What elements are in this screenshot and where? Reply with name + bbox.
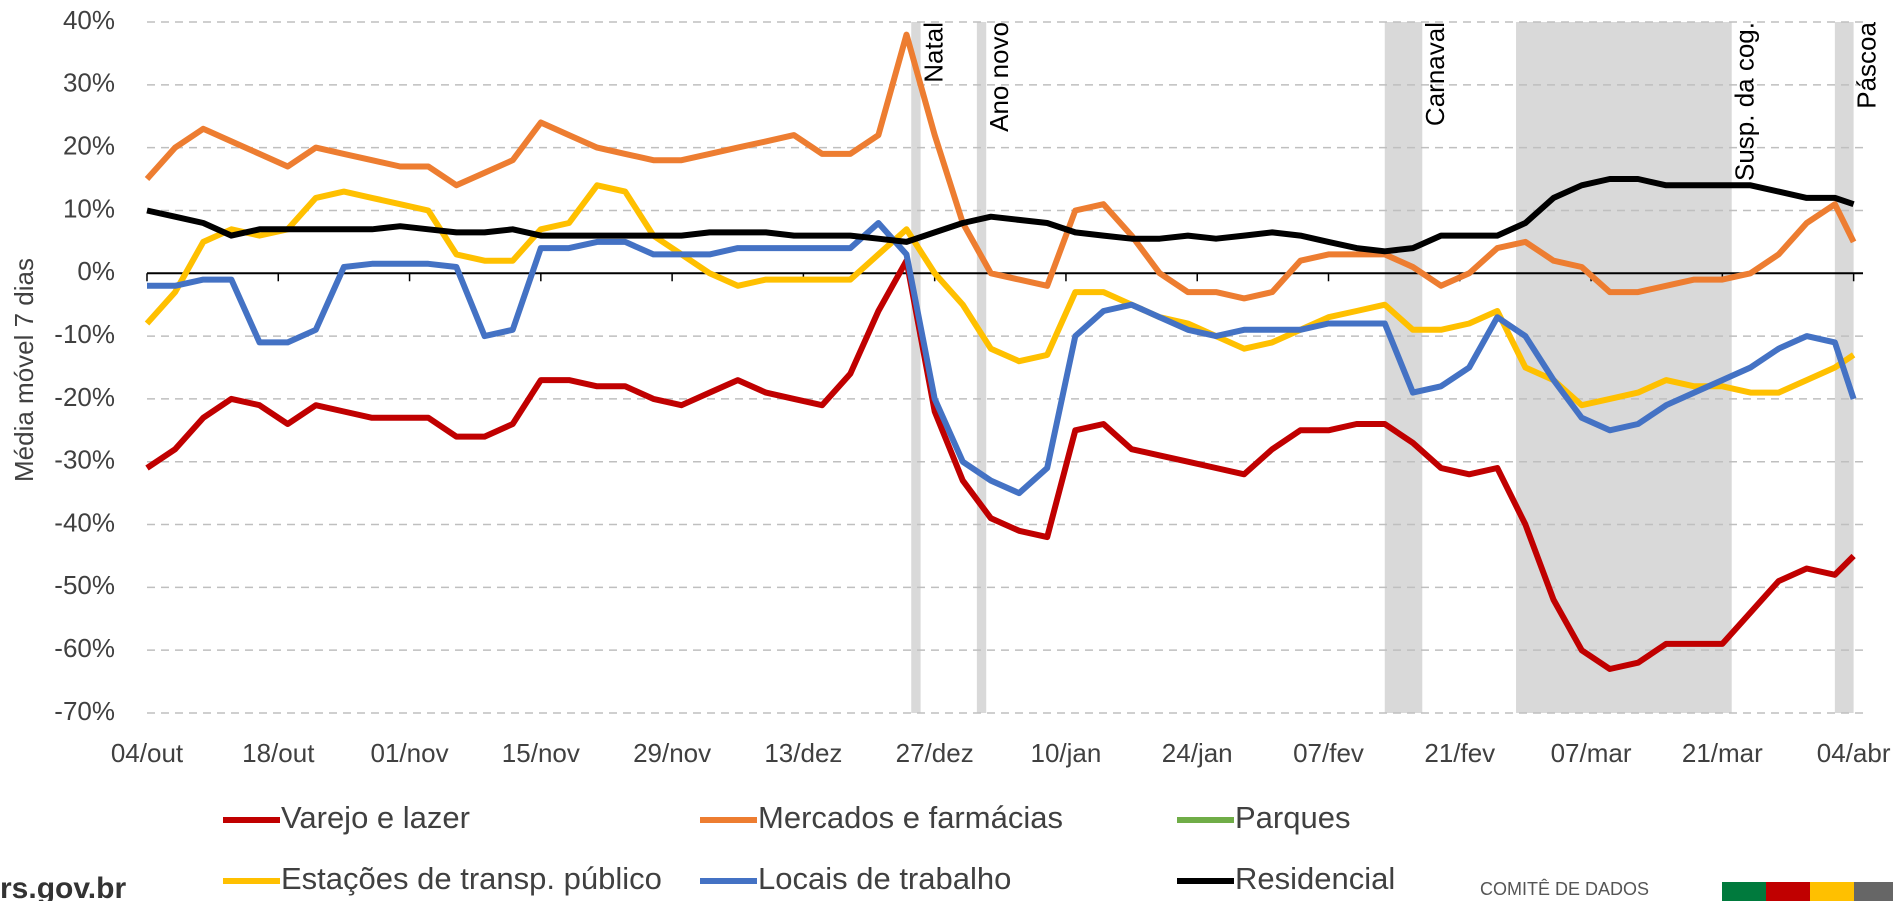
x-tick-label: 04/out xyxy=(111,738,184,768)
series-line xyxy=(146,176,1855,255)
y-tick-label: -30% xyxy=(54,445,115,475)
flag-stripe xyxy=(1854,882,1893,901)
flag-stripe xyxy=(1766,882,1810,901)
x-tick-label: 27/dez xyxy=(896,738,974,768)
x-tick-label: 21/mar xyxy=(1682,738,1763,768)
x-tick-label: 18/out xyxy=(242,738,315,768)
x-tick-label: 15/nov xyxy=(502,738,580,768)
y-tick-label: -10% xyxy=(54,319,115,349)
y-tick-label: 0% xyxy=(77,256,115,286)
flag-stripe xyxy=(1810,882,1854,901)
y-tick-label: -70% xyxy=(54,696,115,726)
y-tick-label: 30% xyxy=(63,68,115,98)
legend-label: Parques xyxy=(1235,800,1350,835)
event-label: Páscoa xyxy=(1851,21,1881,108)
y-tick-label: 40% xyxy=(63,5,115,35)
x-tick-label: 07/fev xyxy=(1293,738,1364,768)
x-tick-label: 07/mar xyxy=(1551,738,1632,768)
series-line xyxy=(145,257,1856,672)
legend-label: Mercados e farmácias xyxy=(758,800,1063,835)
y-tick-label: -50% xyxy=(54,570,115,600)
y-tick-label: -20% xyxy=(54,382,115,412)
legend-label: Locais de trabalho xyxy=(758,861,1011,896)
y-tick-label: 10% xyxy=(63,193,115,223)
y-tick-label: -40% xyxy=(54,507,115,537)
x-tick-label: 21/fev xyxy=(1424,738,1495,768)
x-tick-label: 13/dez xyxy=(764,738,842,768)
event-band xyxy=(976,22,987,713)
y-tick-label: -60% xyxy=(54,633,115,663)
legend-label: Estações de transp. público xyxy=(281,861,662,896)
x-tick-label: 10/jan xyxy=(1031,738,1102,768)
x-tick-label: 29/nov xyxy=(633,738,711,768)
x-tick-label: 24/jan xyxy=(1162,738,1233,768)
event-label: Carnaval xyxy=(1420,22,1450,126)
event-label: Ano novo xyxy=(984,22,1014,132)
series-line xyxy=(144,182,1856,409)
legend-label: Varejo e lazer xyxy=(281,800,470,835)
series-line xyxy=(147,220,1857,497)
event-label: Natal xyxy=(918,22,948,83)
y-axis-label: Média móvel 7 dias xyxy=(9,258,39,482)
series-line xyxy=(144,31,1857,302)
flag-stripe xyxy=(1722,882,1766,901)
y-tick-label: 20% xyxy=(63,131,115,161)
event-band xyxy=(911,22,921,713)
legend-label: Residencial xyxy=(1235,861,1395,896)
footer-org: COMITÊ DE DADOS xyxy=(1480,879,1649,899)
event-label: Susp. da cog. xyxy=(1730,22,1760,181)
x-tick-label: 04/abr xyxy=(1817,738,1891,768)
footer-site: rs.gov.br xyxy=(0,872,126,901)
x-tick-label: 01/nov xyxy=(371,738,449,768)
